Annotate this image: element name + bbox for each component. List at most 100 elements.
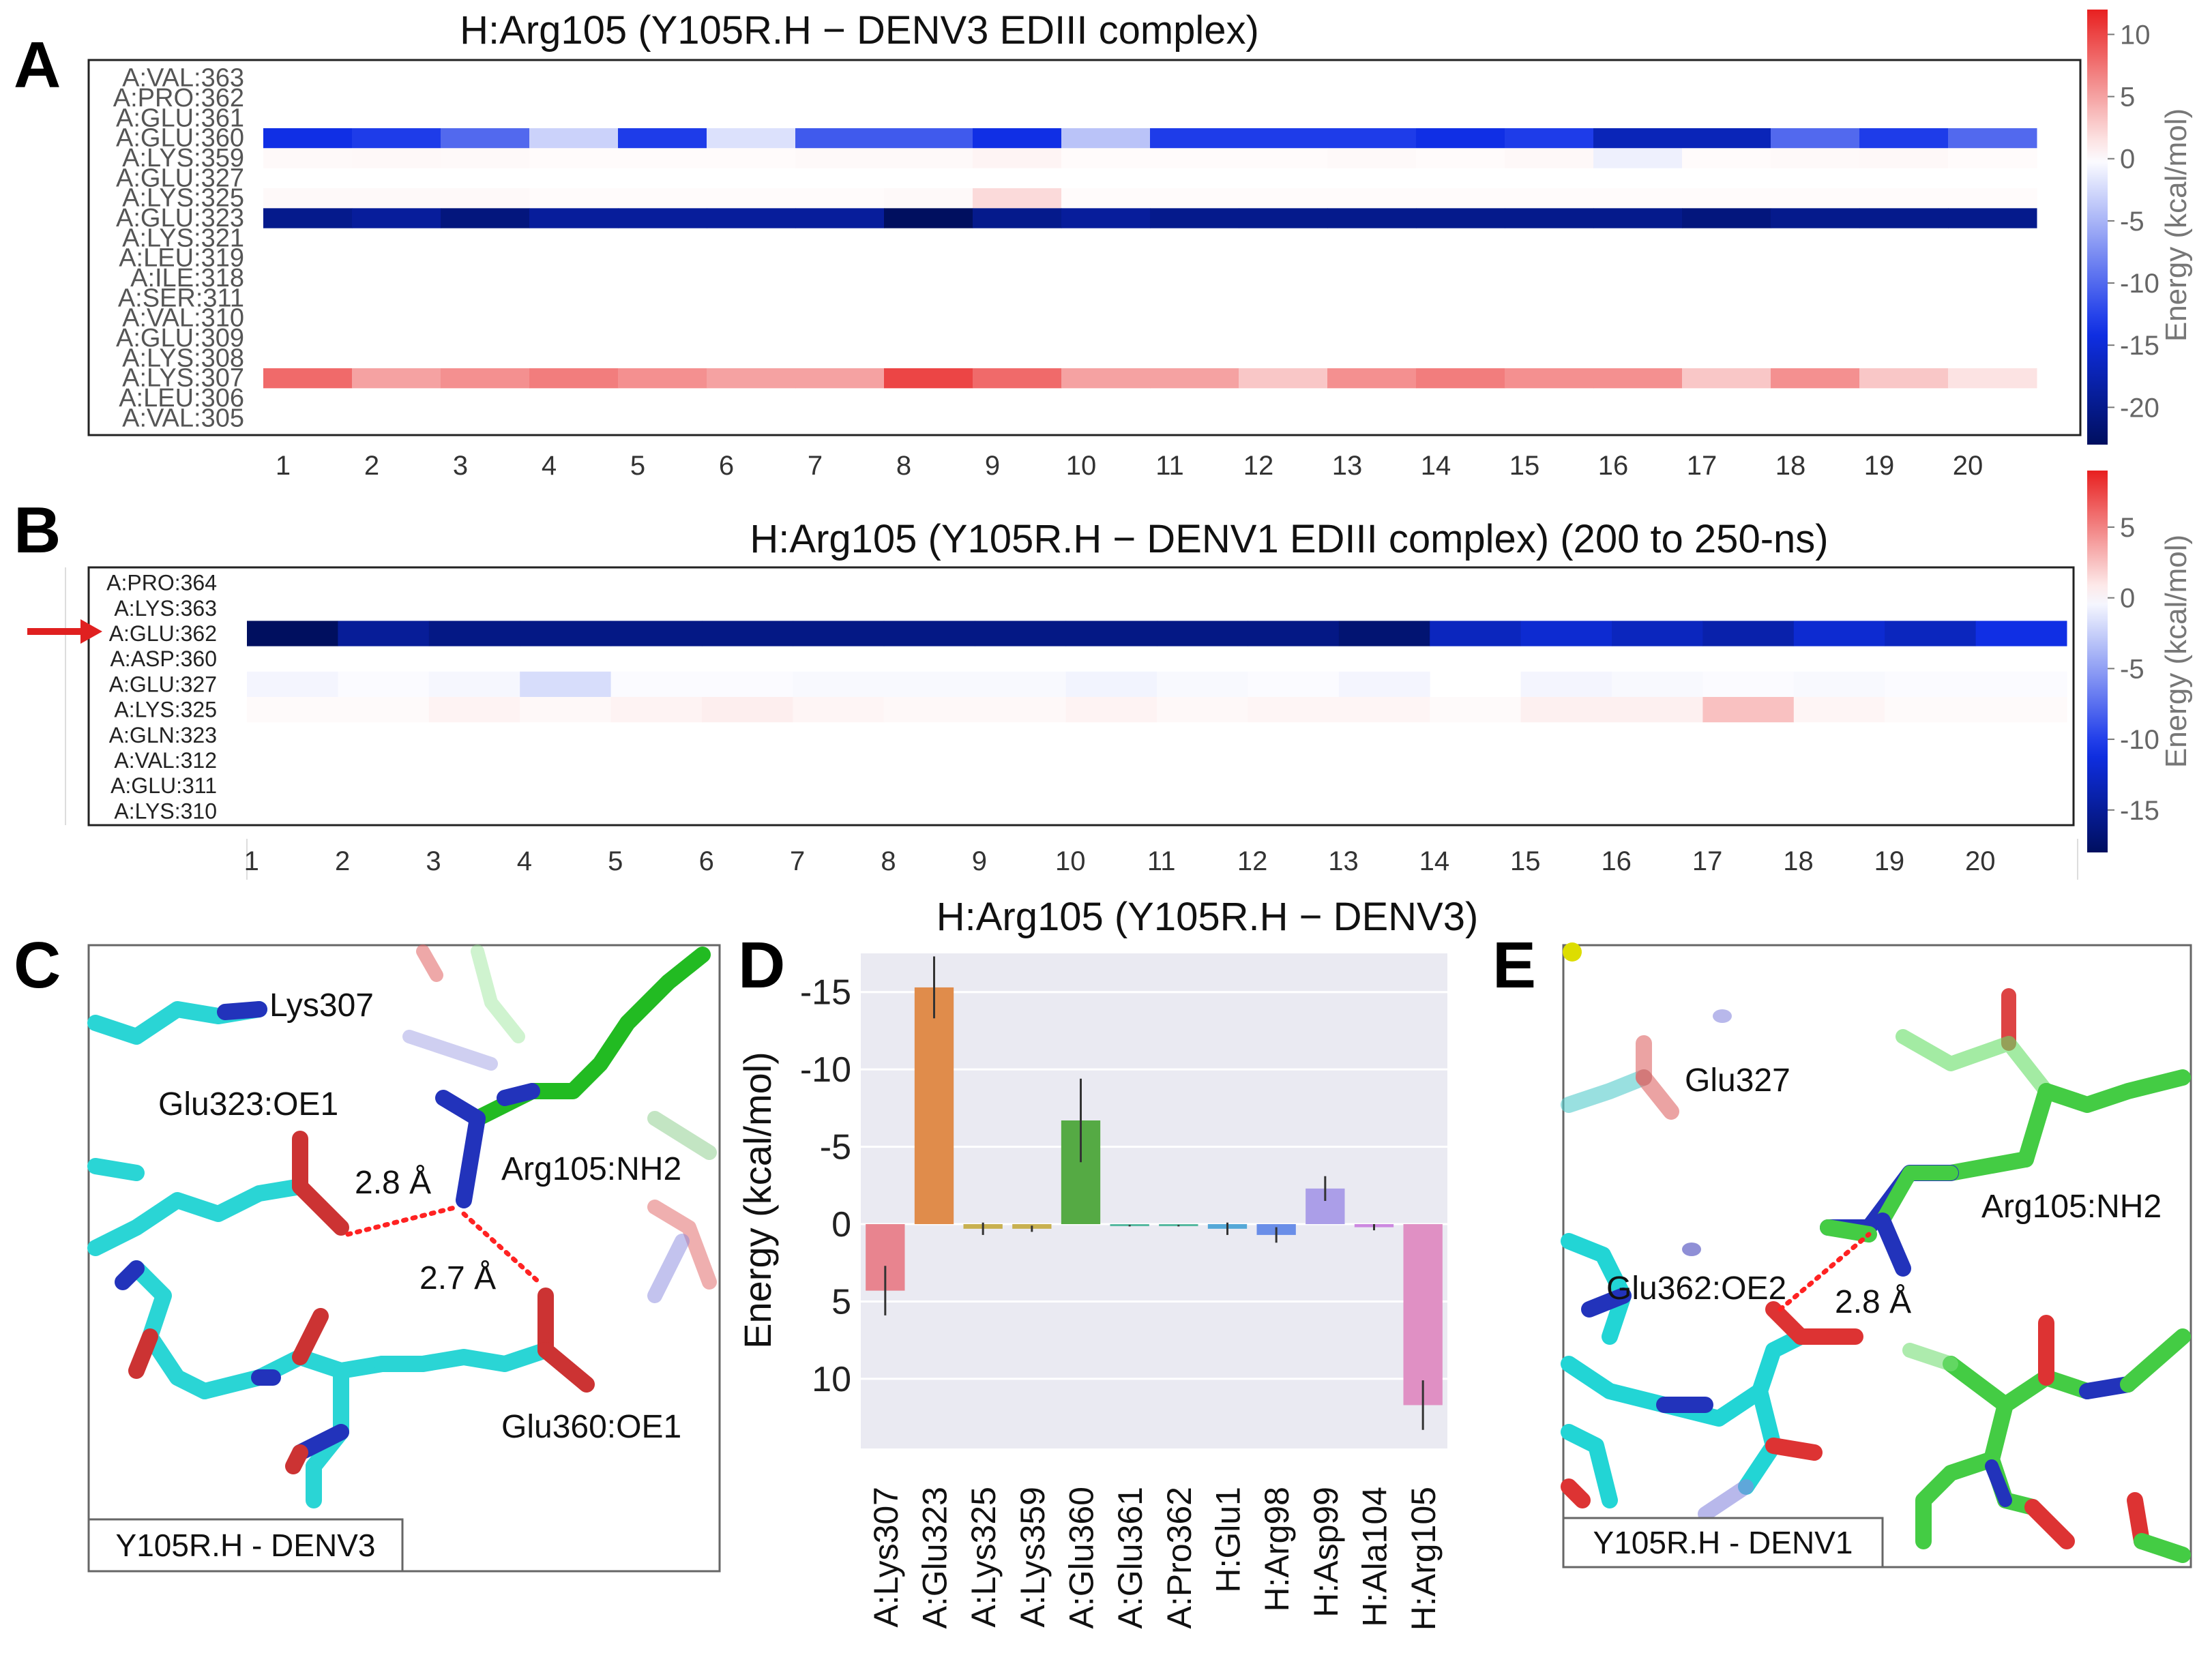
heatmap-a-cell (884, 148, 973, 168)
bar-y-tick-label: 0 (831, 1205, 851, 1245)
heatmap-b-x-tick: 5 (608, 846, 623, 876)
heatmap-b-cell (610, 621, 703, 646)
heatmap-b-x-tick: 12 (1237, 846, 1268, 876)
heatmap-a-cell (973, 208, 1062, 228)
heatmap-b-x-tick: 7 (790, 846, 805, 876)
heatmap-a-cell (1948, 368, 2037, 389)
structure-c-label-dist1: 2.8 Å (355, 1165, 431, 1201)
heatmap-a-x-tick: 12 (1243, 451, 1274, 481)
heatmap-a-cell (1948, 128, 2037, 149)
heatmap-b-x-tick: 14 (1419, 846, 1450, 876)
heatmap-a-cell (1505, 368, 1594, 389)
heatmap-b-x-tick: 11 (1147, 846, 1176, 876)
heatmap-a-cell (1061, 148, 1151, 168)
heatmap-a-cell (1505, 208, 1594, 228)
heatmap-a-cell (1416, 188, 1505, 209)
heatmap-b-x-tick: 20 (1965, 846, 1996, 876)
bar-x-ticks: A:Lys307 A:Glu323 A:Lys325 A:Lys359 A:Glu360… (867, 1487, 1443, 1631)
heatmap-b-cell (793, 671, 885, 697)
heatmap-a-row-label: A:LEU:306 (119, 384, 244, 413)
structure-c-molecule (87, 944, 717, 1508)
heatmap-a-cell (1416, 128, 1505, 149)
heatmap-b-cell (975, 621, 1067, 646)
heatmap-a-row-label: A:GLU:309 (116, 324, 244, 353)
heatmap-a-row-label: A:VAL:310 (122, 304, 244, 333)
heatmap-a-cell (352, 148, 441, 168)
heatmap-a-cell (263, 368, 353, 389)
heatmap-a-cell (1593, 368, 1683, 389)
heatmap-b-cell (610, 671, 703, 697)
heatmap-a-row-label: A:VAL:363 (122, 64, 244, 93)
colorbar-a-tick-label: -15 (2120, 331, 2159, 361)
bar-x-tick-label: H:Arg105 (1404, 1487, 1443, 1631)
bar-x-tick-label: H:Glu1 (1209, 1487, 1248, 1593)
structure-c-label-arg105: Arg105:NH2 (501, 1151, 681, 1187)
heatmap-a-cell (1593, 128, 1683, 149)
colorbar-a-tick-label: -10 (2120, 269, 2159, 299)
heatmap-a-cell (618, 368, 707, 389)
heatmap-a-cell (884, 128, 973, 149)
panel-c-letter: C (14, 929, 61, 1002)
heatmap-a-x-ticks: 1 2 3 4 5 6 7 8 9 10 11 12 13 14 15 16 17 18 19 20 (276, 451, 1983, 481)
heatmap-a-x-tick: 13 (1332, 451, 1363, 481)
heatmap-b-cell (883, 697, 975, 723)
heatmap-a-cell (263, 188, 353, 209)
panel-e-letter: E (1492, 929, 1536, 1002)
colorbar-b (2087, 471, 2108, 852)
heatmap-b-cell (1702, 671, 1795, 697)
panel-a-letter: A (14, 29, 61, 102)
heatmap-b-row-label: A:GLN:323 (109, 723, 217, 747)
heatmap-a-x-tick: 9 (985, 451, 1000, 481)
heatmap-a (263, 128, 2037, 389)
heatmap-a-cell (1416, 148, 1505, 168)
heatmap-a-row-label: A:GLU:323 (116, 204, 244, 233)
heatmap-a-cell (1682, 208, 1771, 228)
bar-x-tick-label: H:Asp99 (1307, 1487, 1345, 1618)
heatmap-a-cell (1061, 368, 1151, 389)
structure-c-label-dist2: 2.7 Å (419, 1260, 496, 1296)
heatmap-b-cell (1338, 621, 1430, 646)
heatmap-a-cell (352, 368, 441, 389)
structure-e-frame (1562, 944, 2192, 1568)
heatmap-a-cell (1948, 188, 2037, 209)
heatmap-b-cell (428, 621, 520, 646)
heatmap-b-cell (1065, 621, 1157, 646)
heatmap-b-cell (1885, 621, 1977, 646)
heatmap-b-cell (1612, 621, 1703, 646)
heatmap-b-x-tick: 13 (1328, 846, 1359, 876)
heatmap-a-row-label: A:LYS:325 (122, 184, 244, 213)
heatmap-b-row-label: A:VAL:312 (114, 748, 217, 773)
heatmap-a-cell (1061, 188, 1151, 209)
colorbar-b-tick-label: -15 (2120, 796, 2159, 826)
heatmap-a-cell (1859, 148, 1949, 168)
heatmap-b-cell (1702, 697, 1795, 723)
bar-x-tick-label: A:Pro362 (1160, 1487, 1198, 1628)
heatmap-a-cell (1771, 188, 1860, 209)
heatmap-a-cell (707, 128, 796, 149)
heatmap-a-x-tick: 4 (542, 451, 557, 481)
bar-plot-area (861, 953, 1447, 1448)
heatmap-a-x-tick: 10 (1066, 451, 1097, 481)
heatmap-b-cell (793, 621, 885, 646)
heatmap-b-x-tick: 17 (1692, 846, 1723, 876)
heatmap-b (247, 621, 2067, 723)
heatmap-b-cell (610, 697, 703, 723)
heatmap-a-cell (1505, 188, 1594, 209)
bar-x-tick-label: A:Lys307 (867, 1487, 905, 1628)
heatmap-a-cell (795, 368, 885, 389)
heatmap-b-x-tick: 3 (426, 846, 441, 876)
heatmap-b-cell (883, 621, 975, 646)
bar-x-tick-label: A:Lys359 (1014, 1487, 1052, 1628)
heatmap-a-cell (1593, 188, 1683, 209)
heatmap-a-cell (352, 128, 441, 149)
heatmap-a-row-label: A:SER:311 (118, 284, 244, 312)
heatmap-b-row-label: A:PRO:364 (106, 571, 217, 595)
heatmap-b-cell (338, 621, 430, 646)
heatmap-a-cell (618, 188, 707, 209)
heatmap-a-cell (1150, 368, 1239, 389)
heatmap-a-row-label: A:GLU:327 (116, 164, 244, 192)
heatmap-a-cell (884, 208, 973, 228)
heatmap-a-row-label: A:LYS:321 (122, 224, 244, 252)
structure-c-label-lys307: Lys307 (269, 987, 374, 1024)
heatmap-b-cell (702, 671, 793, 697)
